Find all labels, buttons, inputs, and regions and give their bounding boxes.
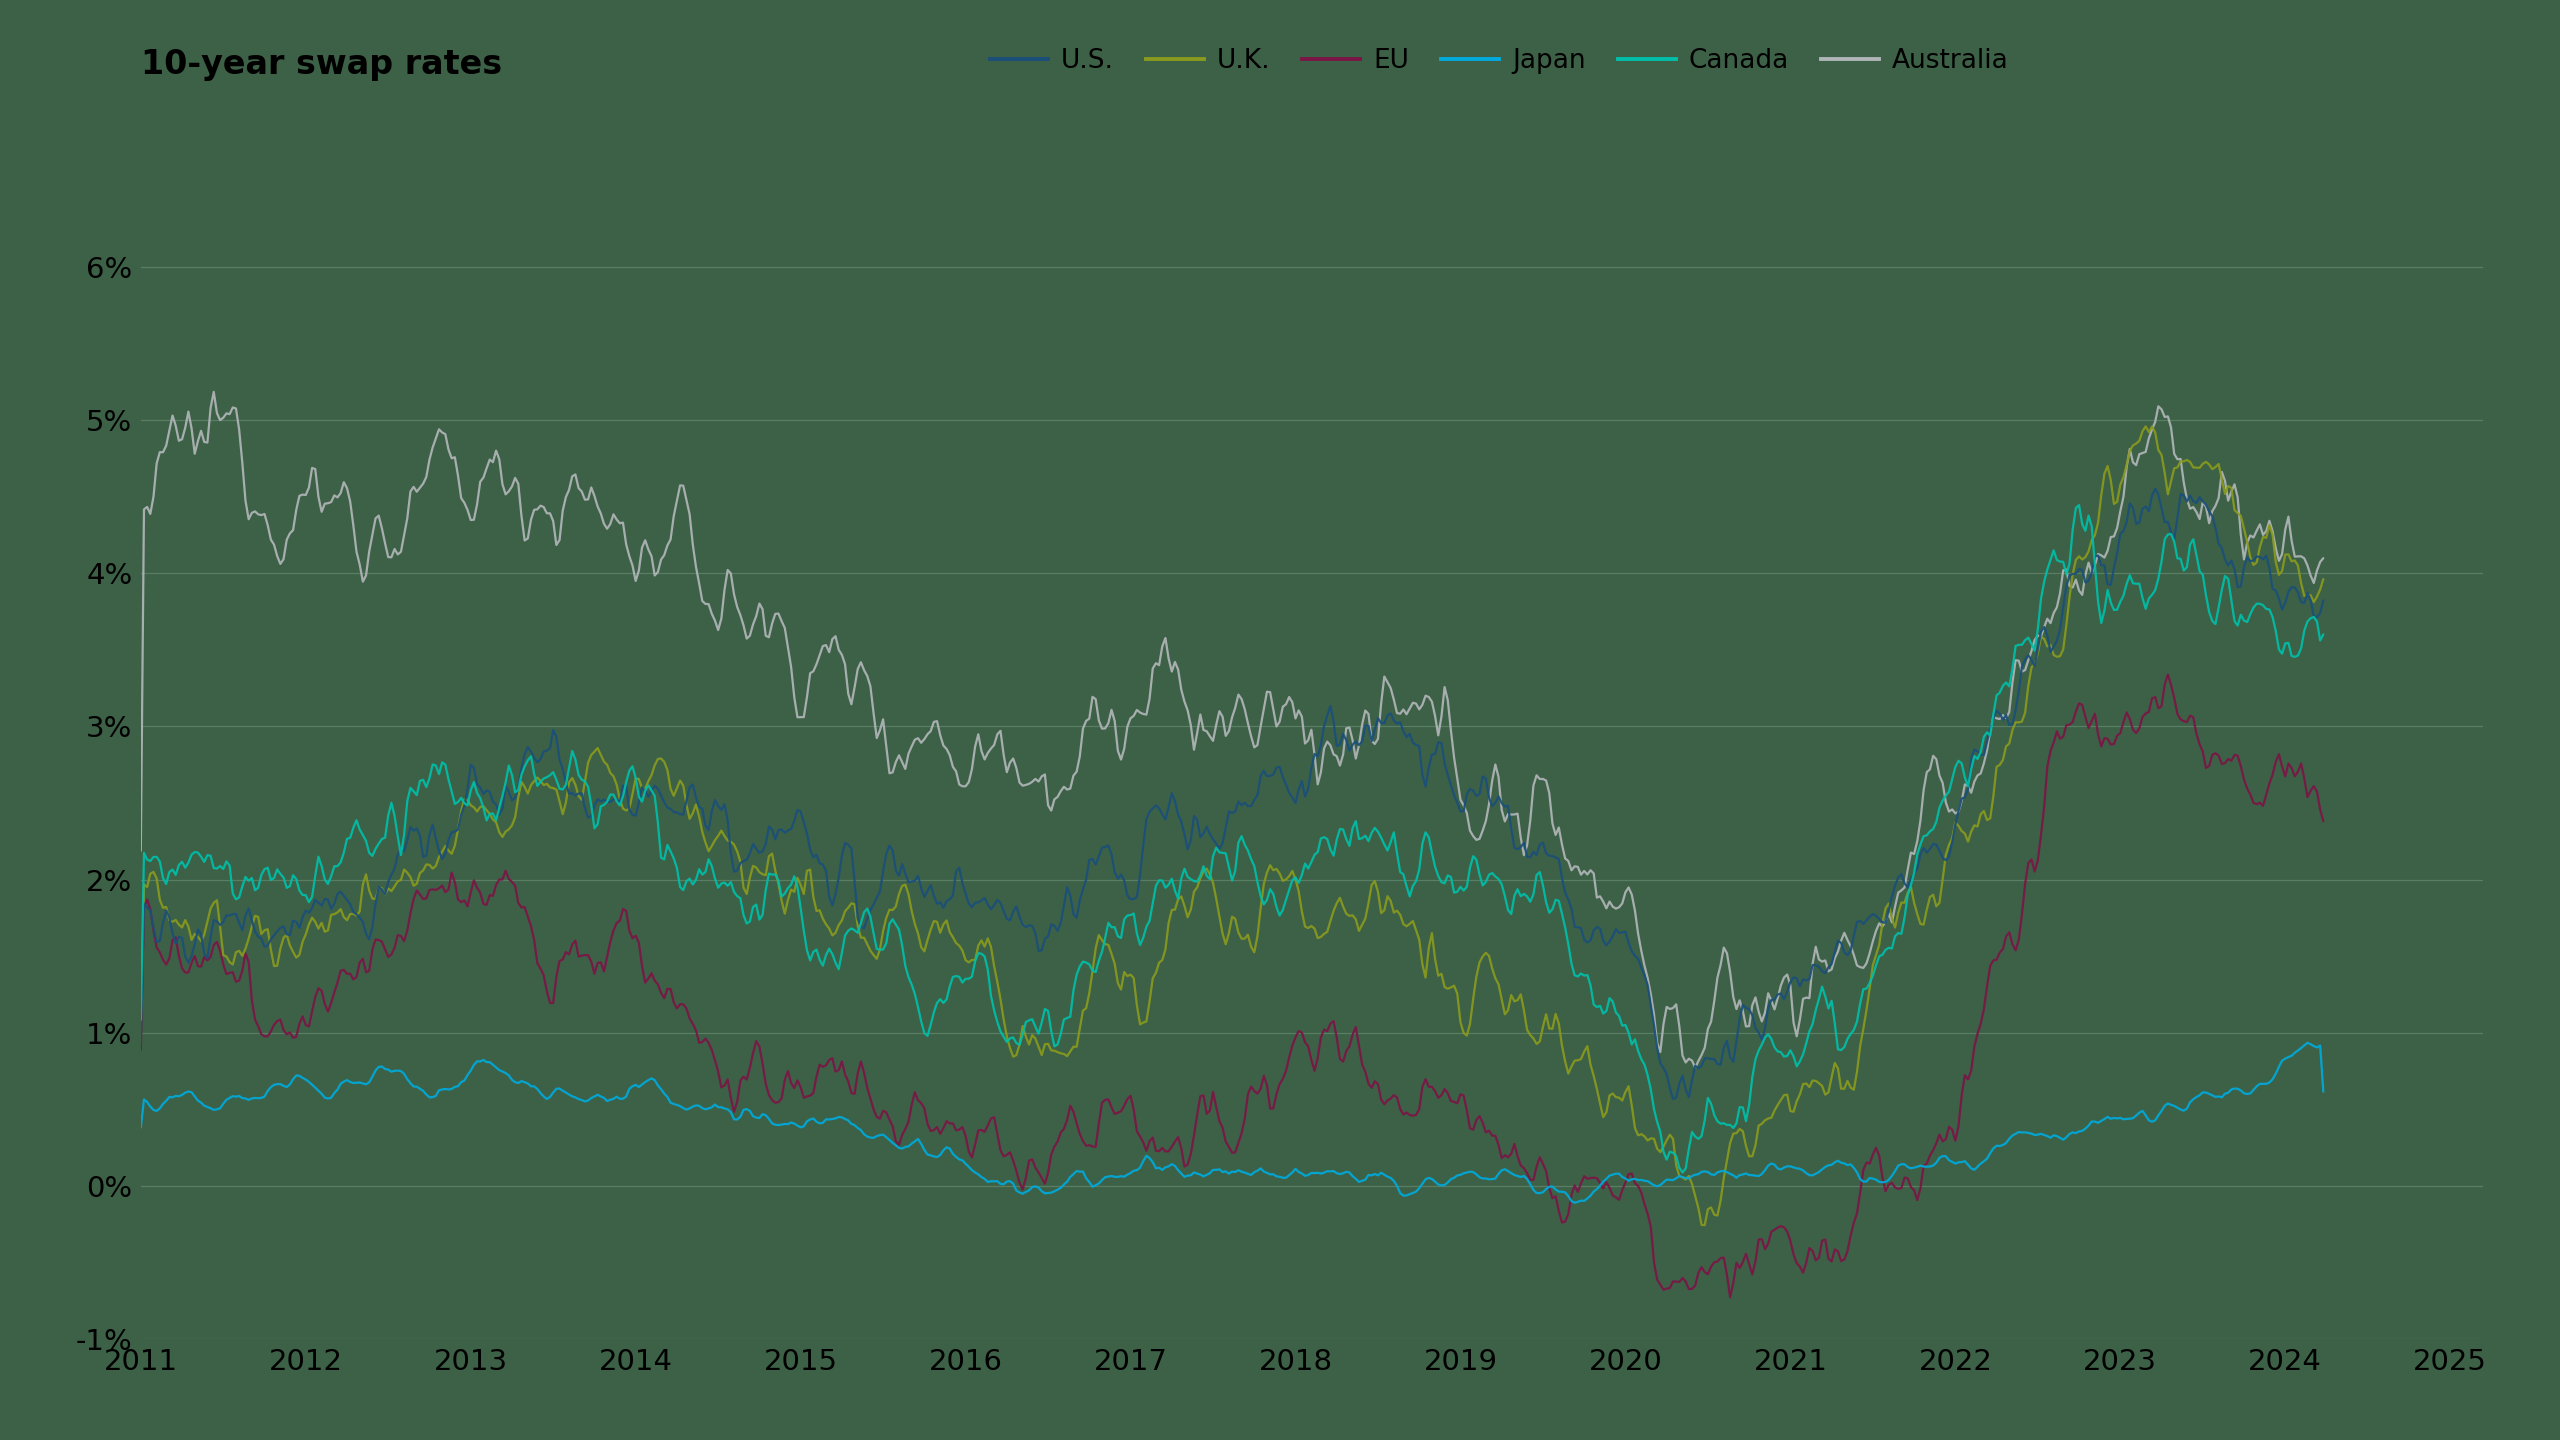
Canada [2112,575,2143,592]
U.S. [125,1032,156,1050]
U.S. [1659,1090,1690,1107]
Canada [2063,497,2094,514]
Australia [1679,1058,1710,1076]
Japan [1559,1194,1590,1211]
EU [2153,665,2184,683]
Canada [125,1011,156,1028]
Australia [125,842,156,860]
Australia [1211,727,1242,744]
U.S. [2107,523,2138,540]
EU [1208,1119,1239,1136]
U.K. [131,878,161,896]
Japan [1208,1164,1239,1181]
Line: Australia: Australia [141,392,2324,1067]
U.S. [645,788,676,805]
Australia [1687,1047,1718,1064]
Line: U.S.: U.S. [141,488,2324,1099]
EU [2107,713,2138,730]
U.K. [1690,1217,1720,1234]
U.K. [2309,570,2340,588]
Australia [2112,458,2143,475]
Japan [125,1119,156,1136]
Line: EU: EU [141,674,2324,1297]
EU [1715,1289,1746,1306]
Australia [200,383,230,400]
Canada [2309,626,2340,644]
EU [125,1041,156,1058]
Canada [1667,1164,1697,1181]
U.S. [1682,1060,1713,1077]
U.S. [2140,480,2171,497]
Japan [645,1080,676,1097]
EU [645,984,676,1001]
U.K. [1208,924,1239,942]
Australia [648,546,678,563]
EU [2051,717,2081,734]
Canada [1208,844,1239,861]
U.K. [125,1020,156,1037]
Australia [2309,550,2340,567]
EU [1679,1277,1710,1295]
Text: 10-year swap rates: 10-year swap rates [141,49,502,82]
Japan [2051,1129,2081,1146]
Line: Japan: Japan [141,1043,2324,1202]
Australia [2053,577,2084,595]
U.K. [1679,1188,1710,1205]
Japan [2309,1083,2340,1100]
Japan [2291,1034,2322,1051]
Japan [2107,1110,2138,1128]
Canada [645,850,676,867]
Canada [131,851,161,868]
EU [2309,812,2340,829]
Canada [2051,566,2081,583]
U.S. [2051,577,2081,595]
U.K. [2107,468,2138,485]
U.K. [2130,418,2161,435]
Japan [131,1093,161,1110]
U.S. [1208,835,1239,852]
U.S. [131,899,161,916]
Japan [1682,1165,1713,1182]
U.K. [645,750,676,768]
Line: U.K.: U.K. [141,426,2324,1225]
Line: Canada: Canada [141,505,2324,1172]
U.K. [2051,616,2081,634]
Canada [1682,1130,1713,1148]
Legend: U.S., U.K., EU, Japan, Canada, Australia: U.S., U.K., EU, Japan, Canada, Australia [980,37,2020,85]
U.S. [2309,592,2340,609]
EU [131,891,161,909]
Australia [131,498,161,516]
